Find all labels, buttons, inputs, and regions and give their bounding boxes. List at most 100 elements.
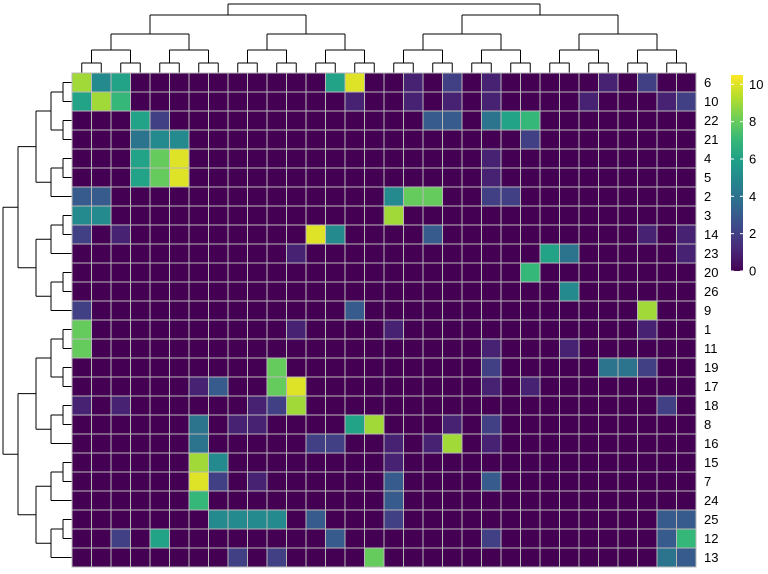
heatmap-cell <box>247 433 268 454</box>
heatmap-cell <box>286 91 307 112</box>
heatmap-cell <box>110 452 131 473</box>
heatmap-cell <box>637 414 658 435</box>
heatmap-cell <box>286 167 307 188</box>
heatmap-cell <box>188 243 209 264</box>
heatmap-cell <box>637 72 658 93</box>
heatmap-cell <box>208 72 229 93</box>
heatmap-cell <box>383 205 404 226</box>
heatmap-cell <box>383 471 404 492</box>
heatmap-cell <box>149 338 170 359</box>
heatmap-cell <box>578 490 599 511</box>
heatmap-cell <box>403 395 424 416</box>
heatmap-cell <box>442 338 463 359</box>
heatmap-cell <box>305 395 326 416</box>
heatmap-cell <box>637 148 658 169</box>
heatmap-cell <box>442 452 463 473</box>
heatmap-cell <box>403 376 424 397</box>
heatmap-cell <box>520 186 541 207</box>
legend-tick-label: 6 <box>749 152 756 167</box>
heatmap-cell <box>305 452 326 473</box>
heatmap-cell <box>266 547 287 568</box>
heatmap-cell <box>188 528 209 549</box>
heatmap-cell <box>266 357 287 378</box>
heatmap-cell <box>169 148 190 169</box>
heatmap-cell <box>266 129 287 150</box>
heatmap-cell <box>71 281 92 302</box>
heatmap-cell <box>559 357 580 378</box>
heatmap-cell <box>325 281 346 302</box>
row-label: 13 <box>704 550 718 565</box>
heatmap-cell <box>598 167 619 188</box>
heatmap-cell <box>559 186 580 207</box>
heatmap-cell <box>676 167 697 188</box>
heatmap-cell <box>656 262 677 283</box>
heatmap-cell <box>149 490 170 511</box>
heatmap-cell <box>559 414 580 435</box>
heatmap-cell <box>442 72 463 93</box>
heatmap-cell <box>149 167 170 188</box>
heatmap-cell <box>266 395 287 416</box>
heatmap-cell <box>539 129 560 150</box>
heatmap-cell <box>422 357 443 378</box>
heatmap-cell <box>188 357 209 378</box>
heatmap-cell <box>344 490 365 511</box>
heatmap-cell <box>481 395 502 416</box>
legend-tick-label: 8 <box>749 114 756 129</box>
heatmap-cell <box>266 110 287 131</box>
heatmap-cell <box>617 243 638 264</box>
heatmap-cell <box>130 547 151 568</box>
heatmap-cell <box>481 338 502 359</box>
heatmap-cell <box>617 452 638 473</box>
heatmap-cell <box>71 224 92 245</box>
heatmap-cell <box>110 281 131 302</box>
heatmap-cell <box>598 433 619 454</box>
heatmap-cell <box>227 509 248 530</box>
heatmap-cell <box>71 471 92 492</box>
heatmap-cell <box>266 376 287 397</box>
heatmap-cell <box>442 357 463 378</box>
heatmap-cell <box>422 243 443 264</box>
heatmap-cell <box>442 243 463 264</box>
heatmap-cell <box>617 319 638 340</box>
heatmap-cell <box>520 509 541 530</box>
heatmap-cell <box>227 528 248 549</box>
heatmap-cell <box>481 205 502 226</box>
heatmap-cell <box>656 281 677 302</box>
heatmap-cell <box>676 129 697 150</box>
heatmap-cell <box>598 110 619 131</box>
heatmap-cell <box>286 376 307 397</box>
heatmap-cell <box>676 72 697 93</box>
heatmap-cell <box>383 110 404 131</box>
heatmap-cell <box>481 262 502 283</box>
heatmap-cell <box>637 91 658 112</box>
heatmap-cell <box>149 110 170 131</box>
heatmap-cell <box>539 224 560 245</box>
heatmap-cell <box>539 338 560 359</box>
heatmap-cell <box>169 224 190 245</box>
heatmap-cell <box>208 205 229 226</box>
heatmap-cell <box>461 376 482 397</box>
heatmap-cell <box>559 471 580 492</box>
heatmap-cell <box>71 110 92 131</box>
heatmap-cell <box>559 129 580 150</box>
heatmap-cell <box>344 205 365 226</box>
heatmap-cell <box>481 300 502 321</box>
heatmap-cell <box>539 395 560 416</box>
heatmap-cell <box>403 338 424 359</box>
heatmap-cell <box>617 509 638 530</box>
heatmap-cell <box>656 91 677 112</box>
heatmap-cell <box>149 471 170 492</box>
heatmap-cell <box>188 205 209 226</box>
heatmap-cell <box>110 186 131 207</box>
heatmap-cell <box>149 395 170 416</box>
heatmap-cell <box>403 281 424 302</box>
heatmap-cell <box>520 262 541 283</box>
heatmap-cell <box>344 547 365 568</box>
heatmap-cell <box>188 376 209 397</box>
heatmap-cell <box>617 129 638 150</box>
heatmap-cell <box>520 395 541 416</box>
heatmap-cell <box>461 300 482 321</box>
heatmap-cell <box>559 110 580 131</box>
heatmap-cell <box>461 91 482 112</box>
heatmap-cell <box>305 338 326 359</box>
